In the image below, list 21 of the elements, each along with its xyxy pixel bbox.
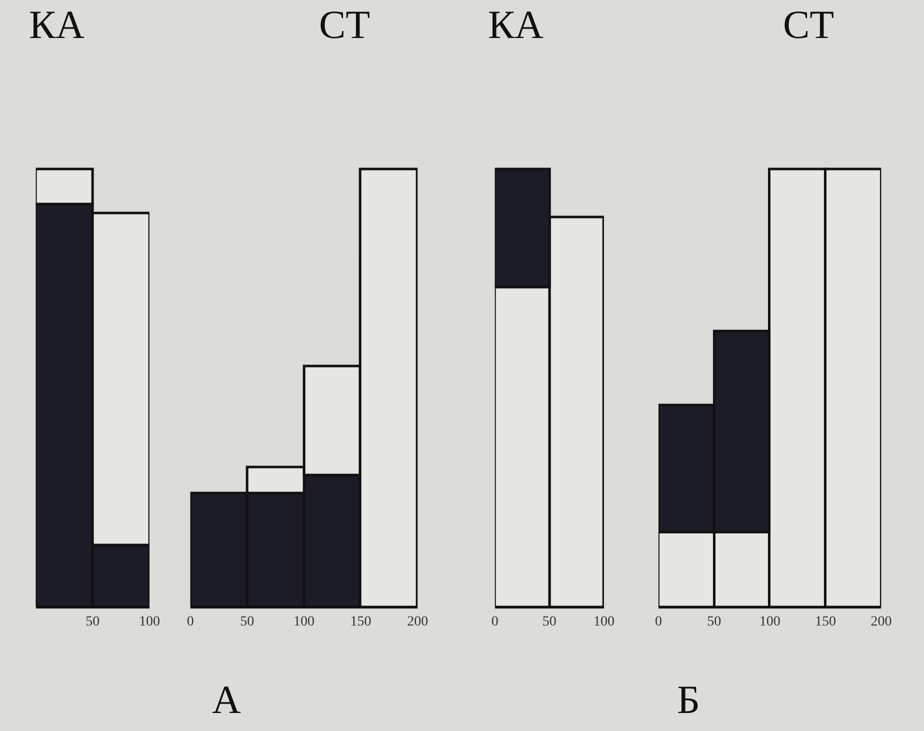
x-tick-label: 150 xyxy=(350,614,372,630)
x-tick-label: 50 xyxy=(542,614,556,630)
x-tick-label: 0 xyxy=(186,614,194,630)
chart-title: СТ xyxy=(319,2,370,47)
chart-title: КА xyxy=(29,2,85,47)
x-tick-label: 100 xyxy=(759,614,780,630)
x-tick-label: 50 xyxy=(707,614,722,630)
x-tick-label: 0 xyxy=(491,614,498,630)
text: Б xyxy=(677,677,700,722)
x-tick-label: 50 xyxy=(86,614,100,630)
x-tick-label: 100 xyxy=(593,614,614,630)
chart-title: КА xyxy=(488,2,544,47)
x-tick-label: 100 xyxy=(138,614,160,630)
text: А xyxy=(212,677,241,722)
x-tick-label: 100 xyxy=(293,614,314,630)
x-tick-label: 200 xyxy=(870,614,892,630)
x-tick-label: 0 xyxy=(654,614,662,630)
x-tick-label: 200 xyxy=(407,614,428,630)
chart-title: СТ xyxy=(783,2,834,47)
x-tick-label: 150 xyxy=(815,614,836,630)
x-tick-label: 50 xyxy=(240,614,254,630)
